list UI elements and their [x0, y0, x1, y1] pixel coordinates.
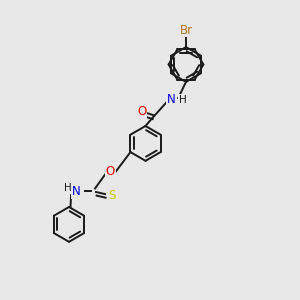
Text: O: O [137, 105, 146, 118]
Text: S: S [108, 189, 115, 202]
Text: H: H [64, 183, 71, 193]
Text: N: N [167, 93, 176, 106]
Text: N: N [72, 185, 81, 198]
Text: H: H [179, 94, 187, 105]
Text: Br: Br [179, 23, 193, 37]
Text: O: O [106, 165, 115, 178]
